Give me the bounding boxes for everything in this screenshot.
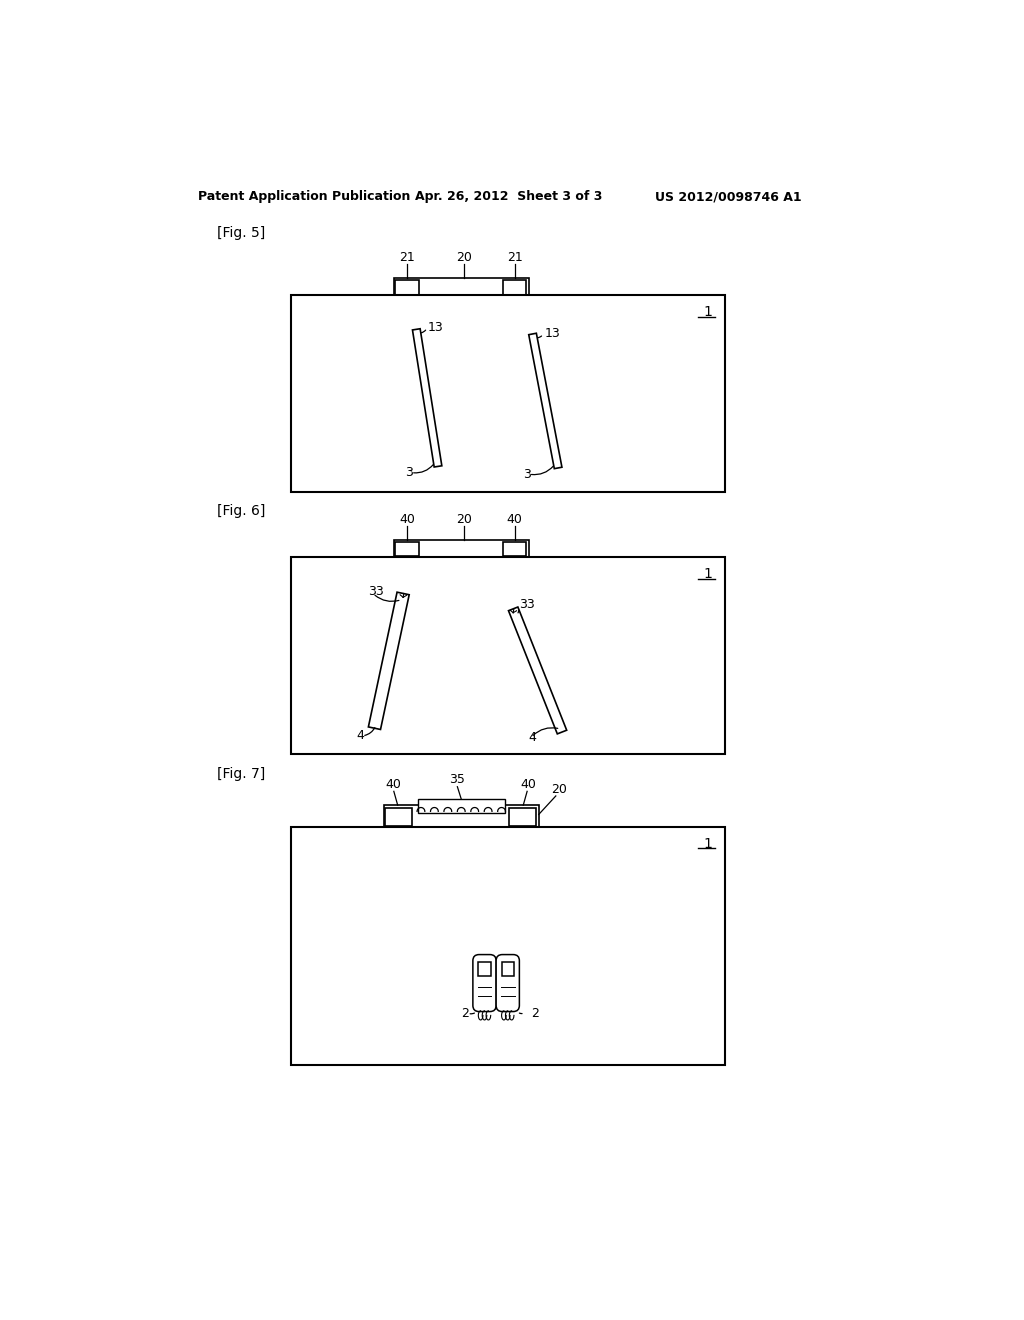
- Text: 20: 20: [456, 251, 471, 264]
- Bar: [394, 277, 529, 297]
- Text: 4: 4: [528, 731, 536, 744]
- Bar: [509, 808, 536, 826]
- Text: [Fig. 7]: [Fig. 7]: [217, 767, 265, 781]
- Bar: [478, 961, 490, 977]
- Text: 20: 20: [456, 513, 471, 527]
- Text: 2: 2: [461, 1007, 469, 1019]
- Bar: [418, 799, 505, 813]
- Text: 3: 3: [523, 467, 531, 480]
- Text: US 2012/0098746 A1: US 2012/0098746 A1: [655, 190, 802, 203]
- Text: [Fig. 5]: [Fig. 5]: [217, 226, 265, 240]
- Bar: [291, 296, 725, 492]
- Bar: [291, 826, 725, 1065]
- Text: 3: 3: [406, 466, 414, 479]
- Bar: [384, 805, 539, 829]
- Text: 2: 2: [531, 1007, 539, 1019]
- Text: 1: 1: [703, 568, 712, 581]
- Polygon shape: [413, 329, 441, 467]
- Bar: [503, 543, 526, 557]
- Bar: [394, 540, 529, 558]
- Polygon shape: [509, 607, 566, 734]
- Text: 4: 4: [356, 730, 365, 742]
- Text: 40: 40: [520, 777, 536, 791]
- Text: 33: 33: [519, 598, 536, 611]
- Text: 21: 21: [507, 251, 522, 264]
- Text: 40: 40: [399, 513, 415, 527]
- Bar: [291, 557, 725, 754]
- Text: 13: 13: [428, 321, 443, 334]
- Text: Apr. 26, 2012  Sheet 3 of 3: Apr. 26, 2012 Sheet 3 of 3: [415, 190, 602, 203]
- Text: Patent Application Publication: Patent Application Publication: [198, 190, 411, 203]
- Bar: [395, 543, 419, 557]
- Bar: [395, 280, 419, 294]
- Text: 33: 33: [369, 585, 384, 598]
- Polygon shape: [369, 593, 410, 730]
- Bar: [503, 280, 526, 294]
- Text: 35: 35: [450, 774, 465, 787]
- Text: 1: 1: [703, 305, 712, 319]
- Text: 1: 1: [703, 837, 712, 850]
- Text: 40: 40: [385, 777, 401, 791]
- Text: 21: 21: [399, 251, 415, 264]
- Bar: [385, 808, 413, 826]
- FancyBboxPatch shape: [473, 954, 496, 1011]
- Text: 13: 13: [544, 327, 560, 341]
- Bar: [502, 961, 514, 977]
- Text: 40: 40: [507, 513, 522, 527]
- Text: 20: 20: [551, 783, 567, 796]
- FancyBboxPatch shape: [496, 954, 519, 1011]
- Polygon shape: [528, 333, 562, 469]
- Text: [Fig. 6]: [Fig. 6]: [217, 504, 265, 517]
